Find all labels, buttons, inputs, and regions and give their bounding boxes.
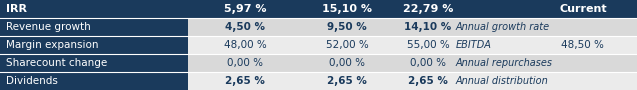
- Text: 4,50 %: 4,50 %: [225, 22, 265, 32]
- Text: Annual distribution: Annual distribution: [455, 76, 548, 86]
- Text: 55,00 %: 55,00 %: [406, 40, 450, 50]
- Text: 22,79 %: 22,79 %: [403, 4, 454, 14]
- Bar: [0, 72, 188, 90]
- Text: 15,10 %: 15,10 %: [322, 4, 372, 14]
- Bar: [188, 72, 637, 90]
- Bar: [0, 36, 188, 54]
- Text: 14,10 %: 14,10 %: [404, 22, 452, 32]
- Text: Current: Current: [559, 4, 606, 14]
- Text: 2,65 %: 2,65 %: [327, 76, 367, 86]
- Text: Margin expansion: Margin expansion: [6, 40, 99, 50]
- Text: 48,00 %: 48,00 %: [224, 40, 267, 50]
- Text: Annual growth rate: Annual growth rate: [455, 22, 550, 32]
- Bar: [188, 36, 637, 54]
- Text: 2,65 %: 2,65 %: [225, 76, 265, 86]
- Text: EBITDA: EBITDA: [455, 40, 491, 50]
- Text: 2,65 %: 2,65 %: [408, 76, 448, 86]
- Text: 0,00 %: 0,00 %: [410, 58, 446, 68]
- Bar: [188, 54, 637, 72]
- Text: 52,00 %: 52,00 %: [326, 40, 369, 50]
- Text: 5,97 %: 5,97 %: [224, 4, 266, 14]
- Bar: [0, 18, 188, 36]
- Text: 0,00 %: 0,00 %: [227, 58, 263, 68]
- Text: Sharecount change: Sharecount change: [6, 58, 108, 68]
- Text: 0,00 %: 0,00 %: [329, 58, 365, 68]
- Text: Dividends: Dividends: [6, 76, 58, 86]
- Text: IRR: IRR: [6, 4, 27, 14]
- Text: 48,50 %: 48,50 %: [561, 40, 605, 50]
- Bar: [0, 0, 637, 18]
- Text: Annual repurchases: Annual repurchases: [455, 58, 552, 68]
- Bar: [0, 54, 188, 72]
- Bar: [188, 18, 637, 36]
- Text: 9,50 %: 9,50 %: [327, 22, 367, 32]
- Text: Revenue growth: Revenue growth: [6, 22, 91, 32]
